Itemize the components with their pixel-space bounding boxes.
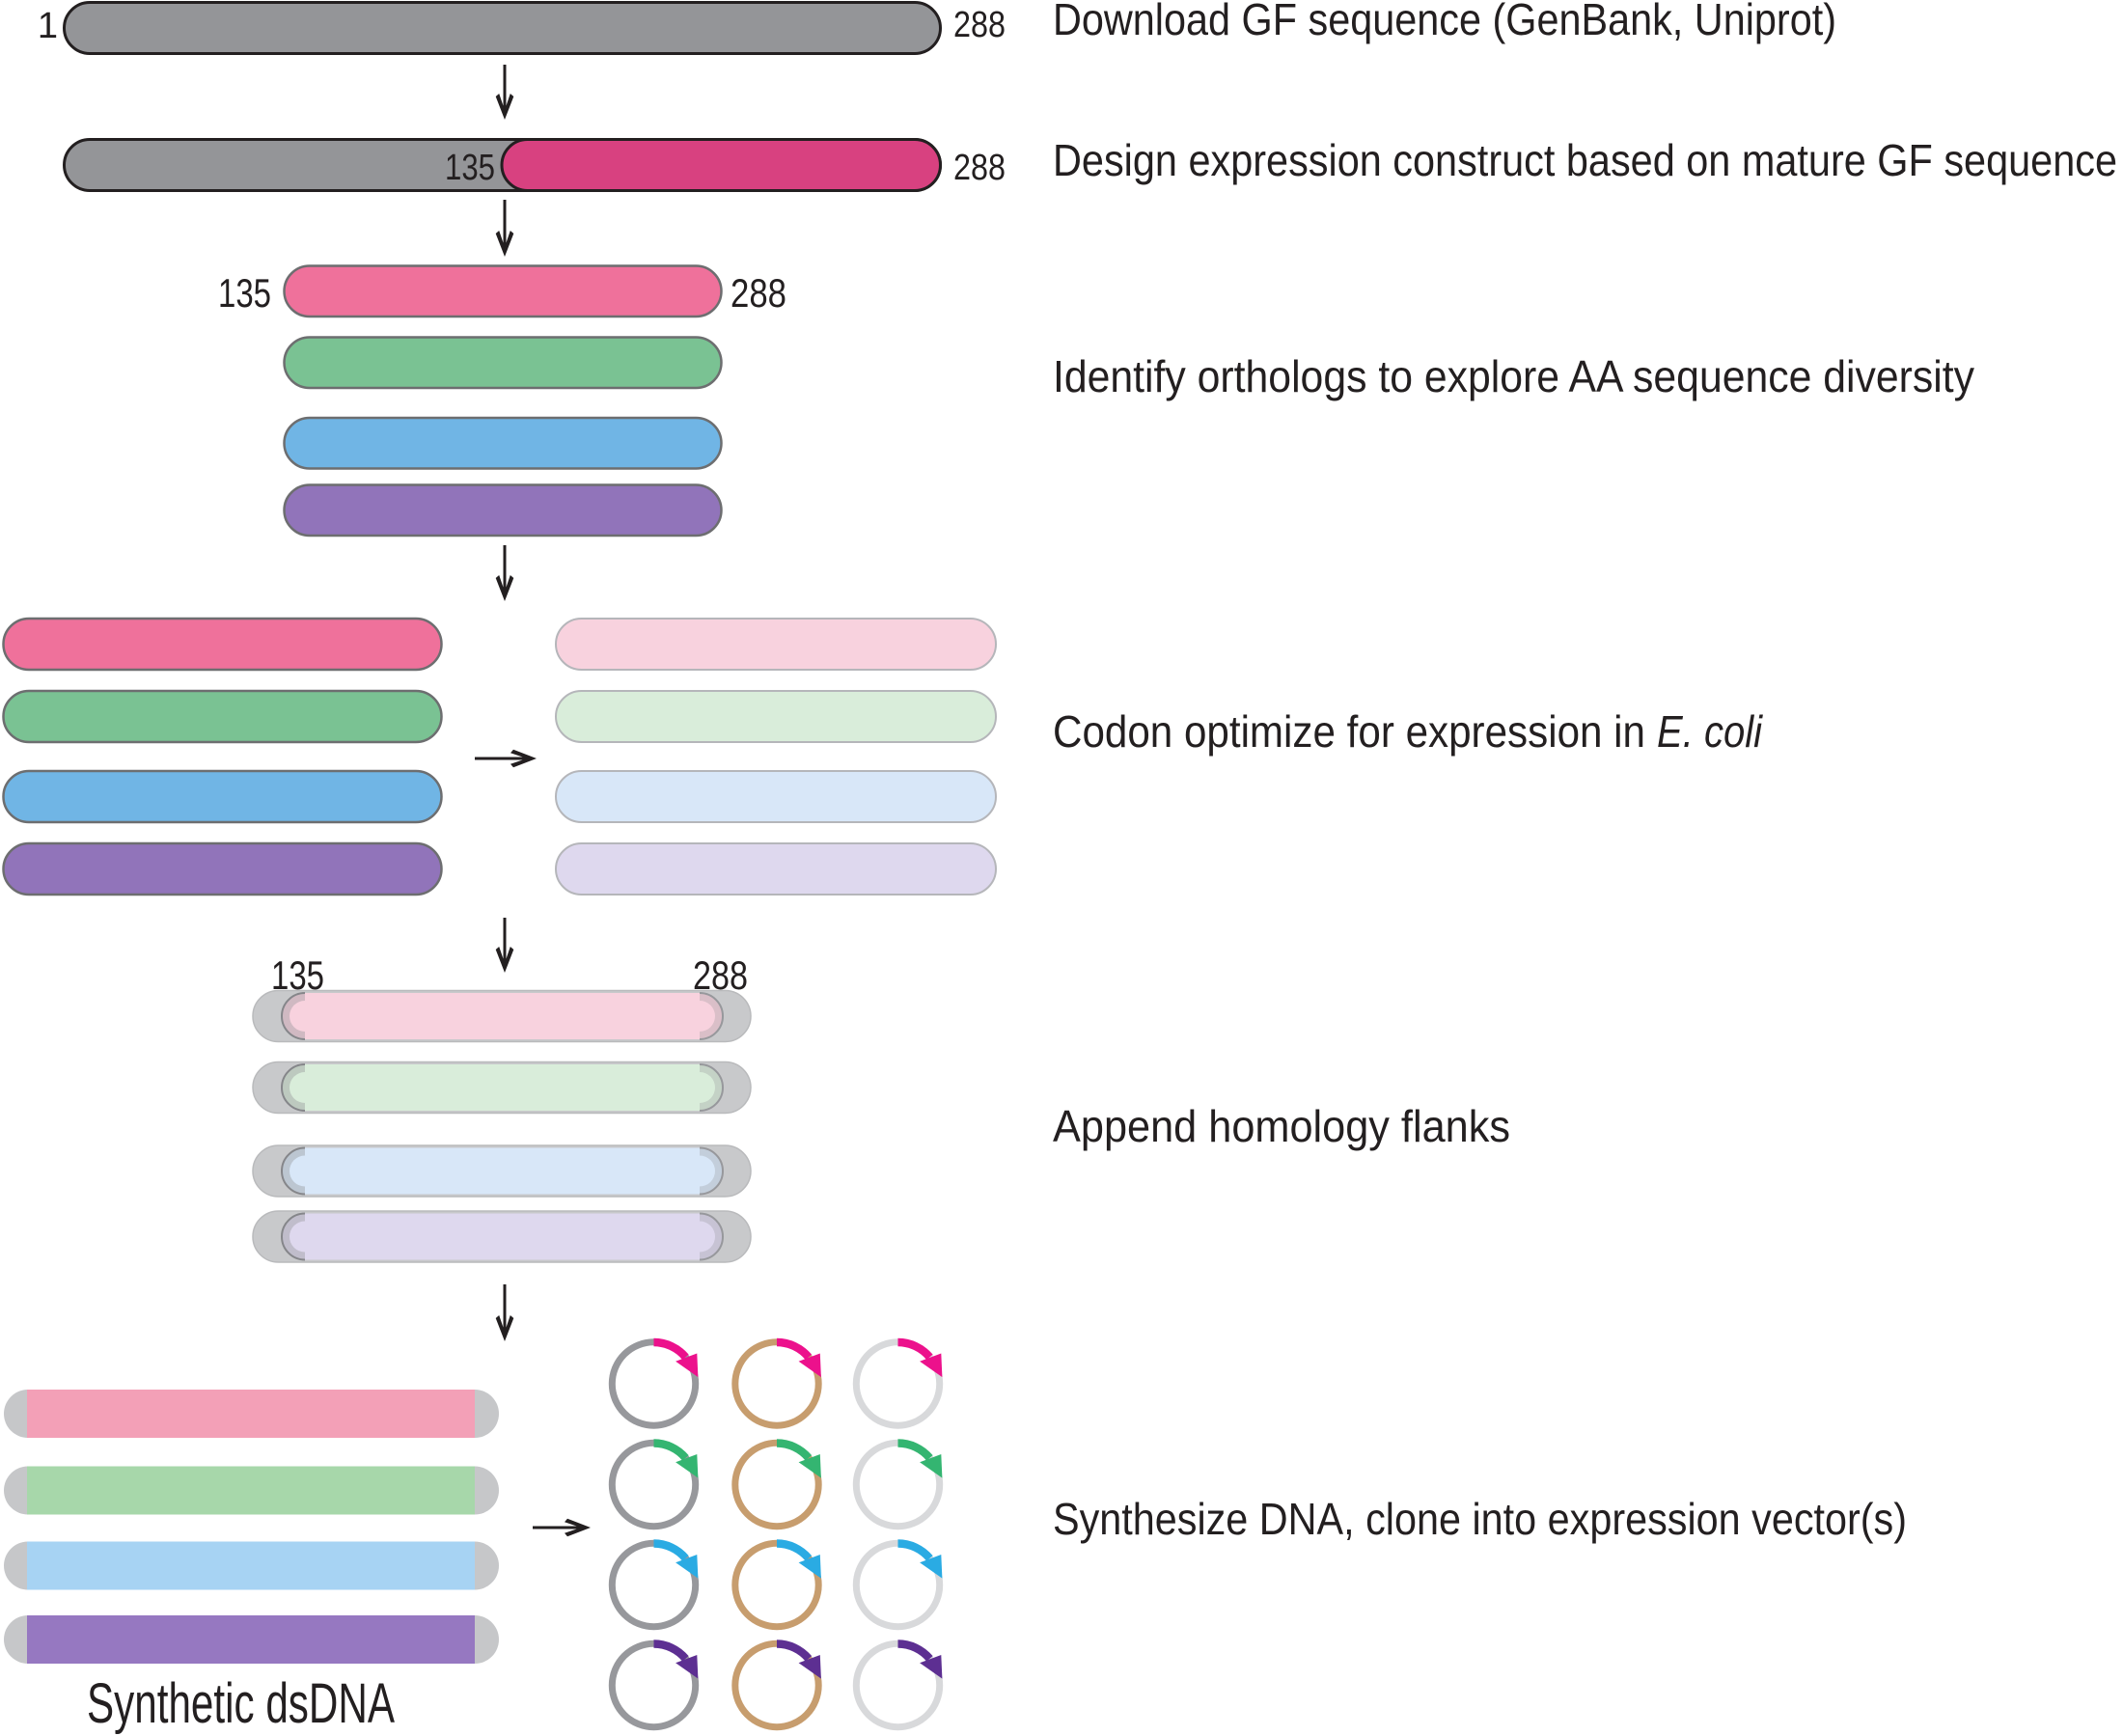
svg-text:1: 1 — [38, 6, 58, 46]
svg-text:E. coli: E. coli — [1657, 706, 1764, 757]
svg-text:Synthesize DNA, clone into exp: Synthesize DNA, clone into expression ve… — [1053, 1494, 1907, 1544]
svg-text:Codon optimize for expression: Codon optimize for expression in — [1053, 706, 1645, 757]
svg-text:Synthetic dsDNA: Synthetic dsDNA — [87, 1672, 395, 1735]
svg-text:135: 135 — [445, 148, 495, 188]
svg-text:135: 135 — [271, 952, 324, 998]
svg-text:Download GF sequence (GenBank,: Download GF sequence (GenBank, Uniprot) — [1053, 0, 1836, 44]
svg-text:288: 288 — [953, 148, 1006, 188]
svg-text:288: 288 — [731, 270, 786, 316]
svg-text:Design expression construct ba: Design expression construct based on mat… — [1053, 135, 2117, 185]
svg-text:Append homology flanks: Append homology flanks — [1053, 1101, 1510, 1151]
svg-text:288: 288 — [953, 5, 1006, 45]
svg-text:135: 135 — [218, 270, 271, 316]
svg-text:Identify orthologs to explore: Identify orthologs to explore AA sequenc… — [1053, 351, 1974, 401]
svg-text:288: 288 — [693, 952, 748, 998]
